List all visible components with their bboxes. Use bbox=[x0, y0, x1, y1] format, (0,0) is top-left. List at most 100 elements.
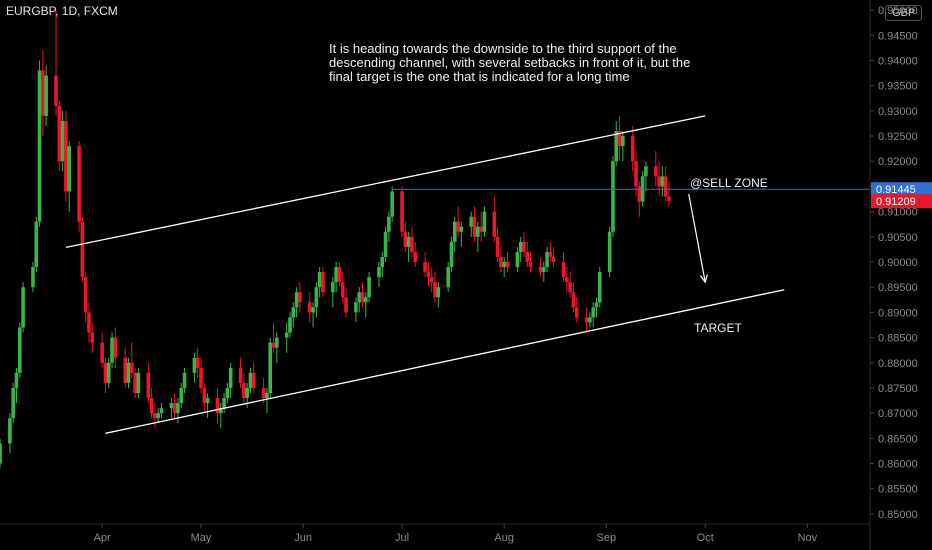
candle-body bbox=[156, 413, 160, 419]
x-tick-label: Jul bbox=[395, 532, 409, 544]
x-tick-label: Nov bbox=[798, 532, 818, 544]
candle-body bbox=[433, 282, 437, 298]
candle-body bbox=[271, 342, 276, 348]
candle-body bbox=[456, 221, 460, 232]
candle-body bbox=[179, 387, 184, 404]
candle-body bbox=[67, 146, 72, 192]
candle-body bbox=[146, 372, 151, 399]
candle-body bbox=[291, 307, 296, 318]
candle-body bbox=[667, 196, 671, 202]
y-tick-label: 0.85000 bbox=[878, 509, 918, 521]
candle-body bbox=[614, 131, 619, 162]
y-tick-label: 0.89000 bbox=[878, 307, 918, 319]
candle-body bbox=[502, 262, 507, 268]
candle-body bbox=[106, 362, 111, 383]
candle-body bbox=[80, 221, 85, 278]
y-tick-label: 0.92500 bbox=[878, 131, 918, 143]
channel-upper-line bbox=[65, 115, 706, 249]
candle-body bbox=[400, 191, 404, 232]
x-tick-label: Jun bbox=[294, 532, 312, 544]
candle-body bbox=[525, 251, 530, 262]
candle-body bbox=[337, 267, 342, 283]
y-tick-label: 0.86500 bbox=[878, 433, 918, 445]
candle-body bbox=[354, 302, 358, 313]
y-tick-label: 0.88000 bbox=[878, 358, 918, 370]
candle-body bbox=[311, 307, 315, 313]
candle-body bbox=[57, 105, 62, 162]
candle-body bbox=[410, 236, 414, 252]
candle-body bbox=[126, 362, 131, 383]
chart-symbol-title: EURGBP, 1D, FXCM bbox=[6, 4, 118, 18]
candle-body bbox=[261, 387, 266, 399]
candle-body bbox=[83, 277, 88, 313]
candle-body bbox=[591, 307, 595, 318]
target-label: TARGET bbox=[694, 321, 742, 335]
candle-body bbox=[403, 231, 408, 247]
candle-body bbox=[482, 211, 487, 232]
candle-body bbox=[288, 317, 292, 333]
candle-body bbox=[357, 292, 362, 303]
candle-body bbox=[215, 398, 220, 414]
candle-body bbox=[492, 211, 497, 237]
candle-body bbox=[663, 176, 668, 197]
candle-body bbox=[34, 221, 39, 268]
candle-body bbox=[103, 362, 108, 383]
price-tag-label: 0.91209 bbox=[876, 196, 916, 208]
candle-body bbox=[574, 307, 579, 318]
currency-button[interactable]: GBP bbox=[885, 5, 923, 21]
y-tick-label: 0.94500 bbox=[878, 30, 918, 42]
y-tick-label: 0.90000 bbox=[878, 257, 918, 269]
candle-body bbox=[307, 302, 312, 313]
candle-body bbox=[265, 393, 269, 399]
candle-body bbox=[317, 272, 322, 288]
candle-body bbox=[469, 216, 474, 227]
price-axis[interactable]: 0.85000 0.85500 0.86000 0.86500 0.87000 0.875… bbox=[869, 0, 932, 550]
candle-body bbox=[406, 236, 411, 247]
candle-body bbox=[472, 216, 477, 237]
candle-body bbox=[380, 256, 385, 268]
price-tag-label: 0.91445 bbox=[876, 184, 916, 196]
candle-body bbox=[568, 282, 572, 293]
candle-body bbox=[41, 70, 45, 116]
candle-body bbox=[130, 362, 134, 373]
candle-body bbox=[195, 357, 200, 368]
channel-lower-line bbox=[105, 289, 785, 434]
candle-body bbox=[588, 317, 592, 323]
candle-body bbox=[541, 267, 546, 273]
candle-body bbox=[100, 342, 104, 363]
candle-body bbox=[17, 327, 22, 373]
candle-body bbox=[176, 403, 180, 414]
x-tick-label: Aug bbox=[494, 532, 514, 544]
candle-body bbox=[459, 226, 464, 232]
y-tick-label: 0.89500 bbox=[878, 282, 918, 294]
candle-body bbox=[90, 332, 95, 343]
candle-body bbox=[390, 191, 394, 217]
candle-body bbox=[340, 282, 345, 298]
candle-body bbox=[110, 337, 114, 363]
candle-body bbox=[149, 398, 154, 414]
candle-body bbox=[294, 292, 299, 308]
time-axis[interactable]: Apr May Jun Jul Aug Sep Oct Nov bbox=[0, 523, 870, 544]
price-tag bbox=[871, 194, 932, 209]
y-tick-label: 0.88500 bbox=[878, 333, 918, 345]
candle-body bbox=[284, 332, 289, 338]
overlays-layer bbox=[65, 115, 870, 434]
candle-body bbox=[548, 251, 553, 257]
y-tick-label: 0.93500 bbox=[878, 81, 918, 93]
price-tag bbox=[871, 182, 932, 197]
candle-body bbox=[499, 256, 503, 268]
candle-body bbox=[528, 262, 533, 268]
candle-body bbox=[630, 136, 635, 162]
sell-zone-label: @SELL ZONE bbox=[690, 176, 768, 190]
y-tick-label: 0.90500 bbox=[878, 232, 918, 244]
analysis-note: It is heading towards the downside to th… bbox=[329, 41, 691, 84]
candle-body bbox=[44, 75, 48, 116]
candle-body bbox=[331, 282, 335, 293]
candle-body bbox=[225, 387, 230, 399]
candle-body bbox=[653, 166, 658, 177]
candle-body bbox=[377, 267, 381, 278]
y-tick-label: 0.87500 bbox=[878, 383, 918, 395]
candle-body bbox=[449, 241, 454, 268]
candle-body bbox=[637, 186, 642, 202]
